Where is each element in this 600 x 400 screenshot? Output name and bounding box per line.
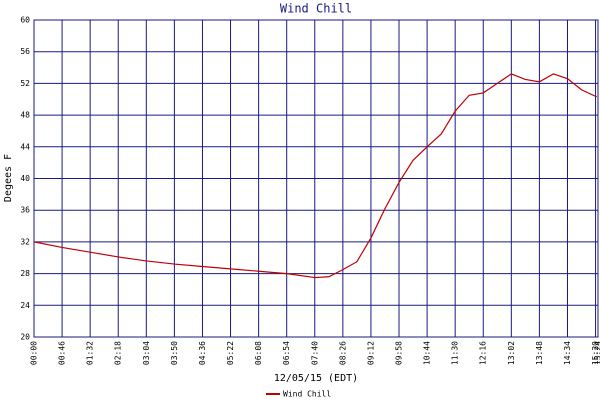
x-tick-label: 02:18 bbox=[114, 341, 123, 365]
x-tick-label: 14:34 bbox=[563, 341, 572, 365]
chart-title: Wind Chill bbox=[280, 2, 352, 16]
y-tick-label: 32 bbox=[20, 237, 30, 246]
y-tick-label: 60 bbox=[20, 16, 30, 25]
x-tick-label: 07:40 bbox=[310, 341, 319, 365]
y-tick-label: 36 bbox=[20, 206, 30, 215]
x-tick-label: 12:16 bbox=[479, 341, 488, 365]
y-tick-label: 24 bbox=[20, 301, 30, 310]
x-tick-label: 15:20 bbox=[591, 341, 600, 365]
x-tick-label: 08:26 bbox=[338, 341, 347, 365]
y-tick-label: 40 bbox=[20, 174, 30, 183]
x-tick-label: 10:44 bbox=[423, 341, 432, 365]
x-tick-label: 04:36 bbox=[198, 341, 207, 365]
x-tick-label: 05:22 bbox=[226, 341, 235, 365]
x-tick-label: 03:04 bbox=[142, 341, 151, 365]
x-tick-label: 01:32 bbox=[86, 341, 95, 365]
x-tick-label: 15:24 bbox=[594, 341, 600, 365]
y-tick-label: 52 bbox=[20, 79, 30, 88]
y-tick-label: 56 bbox=[20, 47, 30, 56]
x-axis-label: 12/05/15 (EDT) bbox=[274, 373, 358, 384]
y-tick-label: 28 bbox=[20, 269, 30, 278]
x-tick-label: 09:58 bbox=[395, 341, 404, 365]
y-tick-label: 48 bbox=[20, 111, 30, 120]
legend-label: Wind Chill bbox=[283, 390, 331, 399]
x-tick-label: 13:48 bbox=[535, 341, 544, 365]
y-tick-label: 20 bbox=[20, 333, 30, 342]
y-axis-label: Degees F bbox=[3, 154, 14, 202]
x-tick-label: 09:12 bbox=[366, 341, 375, 365]
x-tick-label: 00:00 bbox=[30, 341, 39, 365]
x-tick-label: 03:50 bbox=[170, 341, 179, 365]
y-tick-label: 44 bbox=[20, 142, 30, 151]
x-tick-label: 00:46 bbox=[58, 341, 67, 365]
x-tick-label: 11:30 bbox=[451, 341, 460, 365]
x-tick-label: 06:08 bbox=[254, 341, 263, 365]
x-tick-label: 13:02 bbox=[507, 341, 516, 365]
x-tick-label: 06:54 bbox=[282, 341, 291, 365]
line-series bbox=[33, 73, 598, 279]
